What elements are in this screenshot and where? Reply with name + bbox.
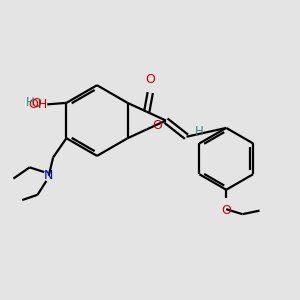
Text: O: O <box>31 97 41 110</box>
Text: O: O <box>221 205 231 218</box>
Text: O: O <box>145 73 155 86</box>
Text: H: H <box>195 125 203 138</box>
Text: H: H <box>26 96 35 110</box>
Text: OH: OH <box>28 98 47 111</box>
Text: O: O <box>152 119 162 132</box>
Text: N: N <box>44 169 53 182</box>
